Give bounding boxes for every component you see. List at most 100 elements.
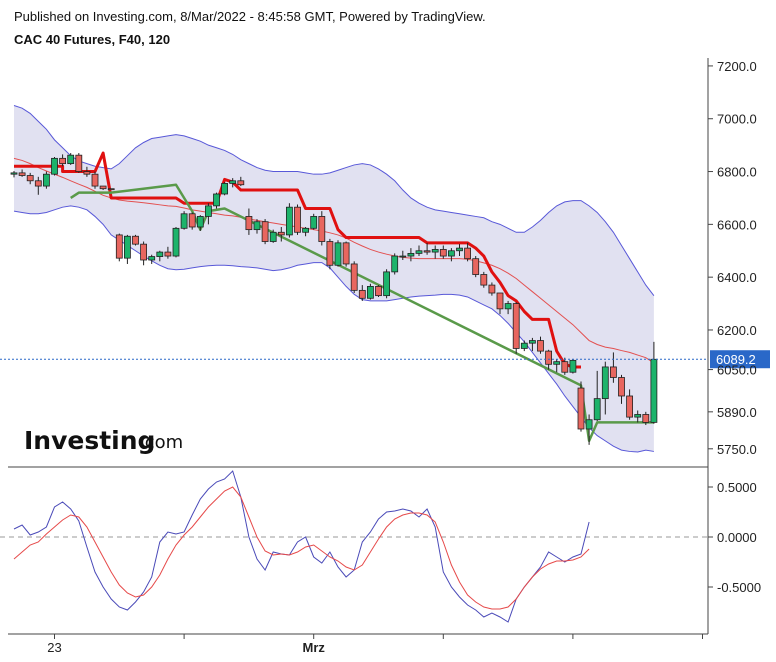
time-tick-label: Mrz (303, 640, 326, 655)
candle (553, 359, 561, 373)
candle-body (67, 154, 75, 165)
candle-body (107, 188, 115, 191)
candle (302, 226, 310, 237)
price-tick-label: 6400.0 (717, 270, 757, 285)
candle-body (399, 255, 407, 258)
last-price-tag: 6089.2 (710, 350, 770, 369)
candle-body (650, 358, 658, 423)
candle (618, 374, 625, 404)
price-tick-label: 6050.0 (717, 363, 757, 378)
candle-body (26, 175, 34, 182)
candle (358, 285, 366, 301)
candle (375, 285, 382, 297)
candle-body (18, 172, 26, 176)
oscillator-slow-line (13, 486, 590, 610)
oscillator-tick-label: 0.5000 (717, 480, 757, 495)
candle-body (148, 256, 156, 261)
last-price-tag-bg (710, 350, 770, 369)
candle (140, 241, 148, 266)
candle-body (423, 250, 431, 253)
candle (180, 211, 188, 230)
candle-body (261, 221, 269, 242)
candle (601, 361, 609, 415)
bollinger-upper-line (13, 105, 655, 296)
candle-body (642, 414, 650, 423)
candle-body (59, 157, 66, 165)
candle (91, 171, 99, 189)
stop-line-red (14, 151, 581, 369)
candle-body (472, 258, 480, 275)
candle (318, 211, 326, 246)
price-tick-label: 5890.0 (717, 405, 757, 420)
candle (67, 153, 75, 165)
candle-body (553, 361, 561, 365)
candle (383, 269, 391, 299)
candle (221, 182, 229, 196)
candle-body (512, 303, 520, 349)
price-pane: 6089.2 (0, 105, 770, 453)
candle (26, 172, 34, 185)
candle-body (561, 361, 569, 373)
candle (277, 226, 285, 242)
candle (213, 192, 220, 209)
candle (294, 204, 301, 235)
candle (529, 337, 536, 352)
candle-body (326, 241, 334, 266)
candle-body (245, 216, 253, 231)
candle (115, 233, 123, 262)
candle (496, 292, 504, 315)
candle-body (140, 243, 148, 261)
price-tick-label: 7200.0 (717, 59, 757, 74)
candle (164, 246, 172, 259)
candle-body (334, 242, 342, 266)
candle (391, 253, 399, 275)
candle-body (496, 292, 504, 310)
candle-body (439, 249, 447, 257)
candle-body (415, 250, 423, 254)
candle-body (447, 250, 455, 257)
candle (585, 414, 593, 445)
candle (188, 212, 196, 230)
candle-body (269, 231, 277, 242)
candle-body (285, 206, 293, 236)
candle-body (520, 342, 528, 349)
candle (447, 248, 455, 262)
candle-body (277, 231, 285, 236)
candle (577, 381, 585, 432)
candle-body (156, 251, 164, 257)
candle (237, 176, 245, 187)
candle (537, 336, 544, 354)
candle-body (585, 419, 593, 430)
candle-body (366, 286, 374, 299)
candle (488, 282, 496, 296)
candle (124, 234, 131, 264)
candle-body (164, 251, 172, 257)
candle-body (407, 252, 415, 257)
candle-body (294, 206, 301, 233)
candle (334, 240, 342, 267)
candle-body (10, 172, 18, 175)
candle-body (618, 377, 625, 397)
candle-body (188, 213, 196, 228)
candle (634, 410, 642, 423)
stop-line-green (70, 183, 654, 443)
candle-body (221, 183, 229, 195)
candle (34, 176, 42, 195)
candle-body (626, 395, 633, 418)
candle-body (431, 249, 439, 253)
candle-body (196, 216, 204, 228)
candle-body (83, 171, 91, 175)
candle-body (172, 227, 180, 257)
candle-body (391, 255, 399, 273)
logo-text-main: Investing (24, 426, 155, 455)
oscillator-fast-line (13, 470, 590, 623)
candle-body (545, 350, 552, 365)
candle-body (464, 247, 472, 260)
candle-body (115, 234, 123, 259)
candle-body (610, 366, 617, 378)
candle (350, 261, 358, 294)
candle (512, 302, 520, 354)
candle (148, 254, 156, 264)
oscillator-tick-label: 0.0000 (717, 530, 757, 545)
